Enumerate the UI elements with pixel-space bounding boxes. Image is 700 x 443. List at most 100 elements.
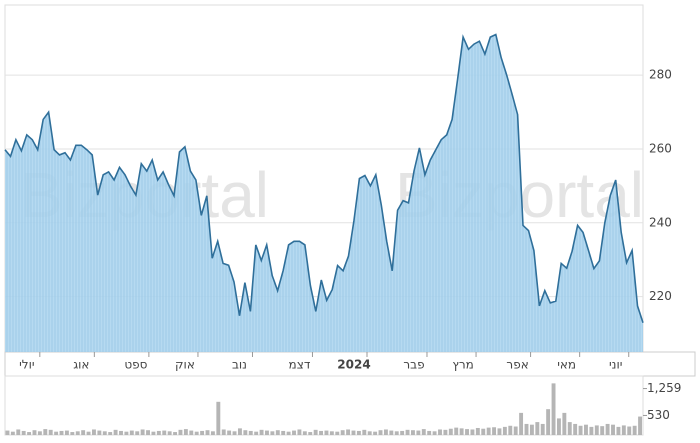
volume-bar <box>319 430 323 435</box>
volume-bar <box>162 430 167 435</box>
volume-bar <box>502 426 507 435</box>
volume-bar <box>443 429 448 435</box>
volume-bar <box>135 431 140 435</box>
volume-bar <box>119 430 123 435</box>
volume-bar <box>621 425 626 435</box>
volume-bar <box>432 431 437 435</box>
y-tick-label: 260 <box>649 141 672 155</box>
volume-bar <box>16 429 21 435</box>
x-tick-label: מרץ <box>452 358 473 372</box>
volume-bar <box>389 430 394 435</box>
volume-bar <box>486 427 491 435</box>
volume-bar <box>205 430 210 435</box>
volume-bar <box>216 401 221 435</box>
volume-bar <box>324 430 329 435</box>
volume-bar <box>167 431 172 435</box>
x-tick-label: אוק <box>175 358 195 372</box>
volume-bar <box>578 425 583 435</box>
volume-bar <box>173 432 178 435</box>
volume-bar <box>302 431 307 435</box>
volume-bar <box>519 412 524 435</box>
volume-bar <box>151 431 156 435</box>
volume-bar <box>529 424 534 435</box>
volume-bar <box>243 430 248 435</box>
volume-bar <box>329 431 334 435</box>
volume-bar <box>400 430 405 435</box>
volume-bar <box>64 430 69 435</box>
volume-bar <box>394 431 399 435</box>
x-tick-label: דצמ <box>289 358 311 372</box>
volume-bar <box>200 430 205 435</box>
x-tick-label: מאי <box>557 358 576 372</box>
volume-bar <box>616 426 621 435</box>
volume-bar <box>638 416 642 435</box>
volume-bar <box>551 383 556 435</box>
x-tick-label: פבר <box>403 358 424 372</box>
volume-bar <box>156 430 161 435</box>
volume-bar <box>562 412 567 435</box>
x-tick-label: ספט <box>124 358 147 372</box>
volume-bar <box>248 430 253 435</box>
y-tick-label: 530 <box>647 408 670 422</box>
volume-bar <box>146 430 150 435</box>
volume-bar <box>459 428 464 435</box>
volume-bar <box>378 430 383 435</box>
volume-bar <box>297 429 302 435</box>
volume-bar <box>237 428 242 435</box>
volume-bar <box>335 431 340 435</box>
volume-bar <box>265 430 269 435</box>
volume-bar <box>27 432 32 435</box>
volume-bar <box>605 423 610 435</box>
volume-bar <box>102 431 107 435</box>
y-tick-label: 240 <box>649 215 672 229</box>
volume-bar <box>275 430 280 435</box>
y-tick-label: 220 <box>649 289 672 303</box>
volume-bar <box>124 431 129 435</box>
volume-bar <box>59 430 64 435</box>
volume-bar <box>346 429 351 435</box>
volume-bar <box>448 428 453 435</box>
volume-bar <box>356 430 361 435</box>
volume-bar <box>540 423 545 435</box>
x-tick-label: יוני <box>609 358 622 372</box>
volume-bar <box>584 424 588 435</box>
volume-bar <box>383 429 388 435</box>
volume-bar <box>140 429 145 435</box>
x-tick-label: אוג <box>73 358 89 372</box>
volume-bar <box>210 431 215 435</box>
volume-bar <box>492 427 497 435</box>
volume-bar <box>270 431 275 435</box>
y-tick-label: 1,259 <box>647 381 681 395</box>
volume-bar <box>189 430 194 435</box>
volume-bar <box>373 431 378 435</box>
x-tick-label: אפר <box>506 358 528 372</box>
volume-bar <box>627 426 632 435</box>
volume-bar <box>43 429 48 435</box>
volume-bar <box>535 422 540 435</box>
volume-bar <box>632 425 637 435</box>
volume-bar <box>286 431 291 435</box>
volume-bar <box>129 430 134 435</box>
y-tick-label: 280 <box>649 68 672 82</box>
volume-bar <box>438 429 442 435</box>
volume-bar <box>427 430 432 435</box>
volume-bar <box>421 429 426 435</box>
volume-bar <box>221 429 226 435</box>
volume-bar <box>254 431 259 435</box>
price-line <box>4 33 644 324</box>
volume-bar <box>600 426 605 435</box>
volume-bar <box>75 431 80 435</box>
volume-bar <box>48 429 53 435</box>
volume-bar <box>227 430 232 435</box>
x-tick-label: יולי <box>19 358 34 372</box>
volume-bar <box>232 431 237 435</box>
volume-bar <box>475 427 480 435</box>
volume-bar <box>351 430 356 435</box>
volume-bar <box>178 429 183 435</box>
volume-bar <box>37 431 42 435</box>
x-tick-label: נוב <box>232 358 247 372</box>
volume-bar <box>362 429 367 435</box>
volume-bar <box>54 431 59 435</box>
volume-bar <box>465 429 469 435</box>
